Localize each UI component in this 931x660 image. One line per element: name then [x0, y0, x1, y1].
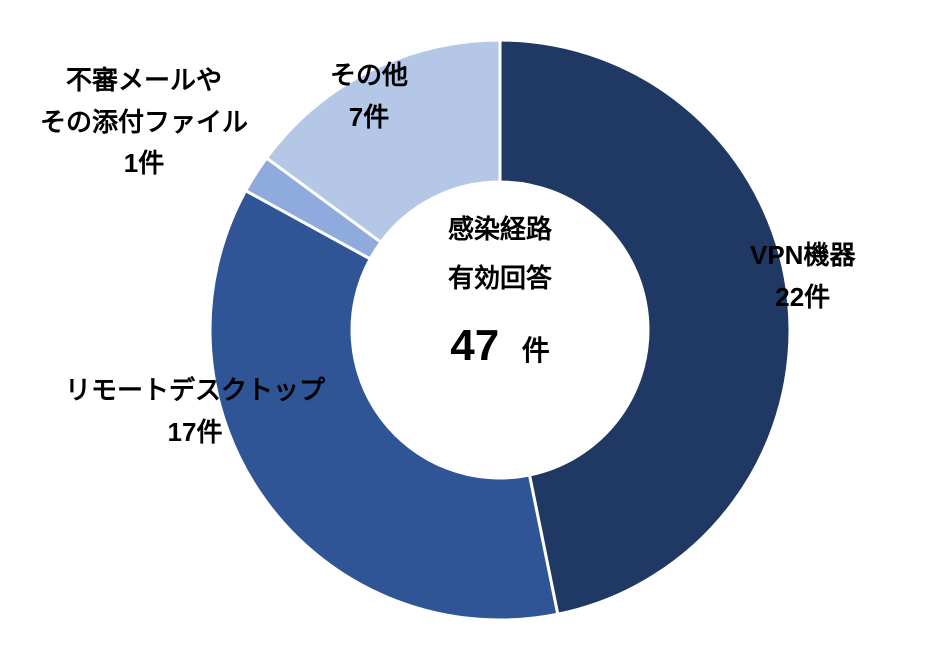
label-mail-line1: 不審メールや: [40, 60, 248, 102]
label-remote-line1: リモートデスクトップ: [65, 370, 325, 412]
center-line2: 有効回答: [380, 254, 620, 303]
donut-chart: 感染経路 有効回答 47 件 VPN機器 22件 リモートデスクトップ 17件 …: [0, 0, 931, 660]
label-other-line2: 7件: [330, 97, 408, 139]
center-label: 感染経路 有効回答 47 件: [380, 205, 620, 387]
label-remote-line2: 17件: [65, 412, 325, 454]
center-line1: 感染経路: [380, 205, 620, 254]
label-vpn-line1: VPN機器: [750, 235, 855, 277]
center-value-row: 47 件: [380, 304, 620, 388]
label-other: その他 7件: [330, 55, 408, 138]
center-unit: 件: [522, 324, 550, 377]
label-mail-line3: 1件: [40, 143, 248, 185]
label-other-line1: その他: [330, 55, 408, 97]
center-number: 47: [450, 304, 499, 388]
label-vpn: VPN機器 22件: [750, 235, 855, 318]
label-vpn-line2: 22件: [750, 277, 855, 319]
label-remote: リモートデスクトップ 17件: [65, 370, 325, 453]
label-mail-line2: その添付ファイル: [40, 102, 248, 144]
label-mail: 不審メールや その添付ファイル 1件: [40, 60, 248, 185]
